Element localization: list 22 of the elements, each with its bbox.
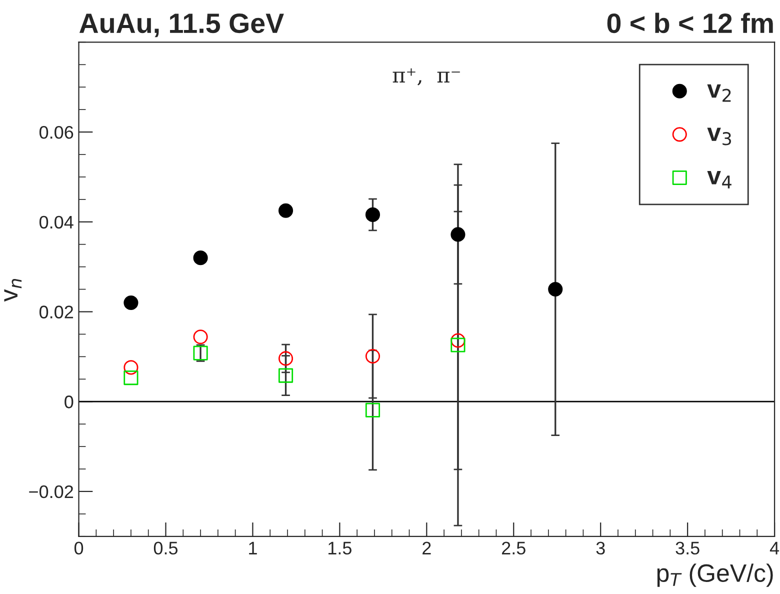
chart-title: AuAu, 11.5 GeV [79, 13, 284, 38]
y-tick-label: 0.04 [39, 216, 74, 229]
legend-label: v$_{2}$ [707, 84, 731, 102]
chart-subtitle: 0 < b < 12 fm [607, 12, 773, 34]
x-tick-label: 2 [422, 542, 431, 554]
x-tick-label: 1 [249, 542, 257, 554]
y-axis-title: v$_{n}$ [4, 279, 22, 302]
annotation: π⁺, π⁻ [392, 68, 460, 86]
x-tick-label: 2.5 [502, 542, 526, 555]
y-tick-label: 0 [64, 396, 74, 408]
x-axis-title: p$_{T}$ (GeV/c) [657, 564, 773, 587]
y-tick-label: 0.06 [39, 126, 74, 139]
x-tick-label: 3.5 [676, 542, 700, 555]
legend-label: v$_{4}$ [707, 171, 732, 188]
x-tick-label: 1.5 [328, 542, 352, 555]
x-tick-label: 0.5 [154, 542, 178, 555]
legend-label: v$_{3}$ [707, 128, 731, 146]
y-tick-label: −0.02 [29, 485, 74, 498]
x-tick-label: 3 [596, 542, 605, 555]
y-tick-label: 0.02 [39, 306, 74, 318]
x-tick-label: 0 [74, 542, 84, 555]
x-tick-label: 4 [770, 542, 780, 554]
